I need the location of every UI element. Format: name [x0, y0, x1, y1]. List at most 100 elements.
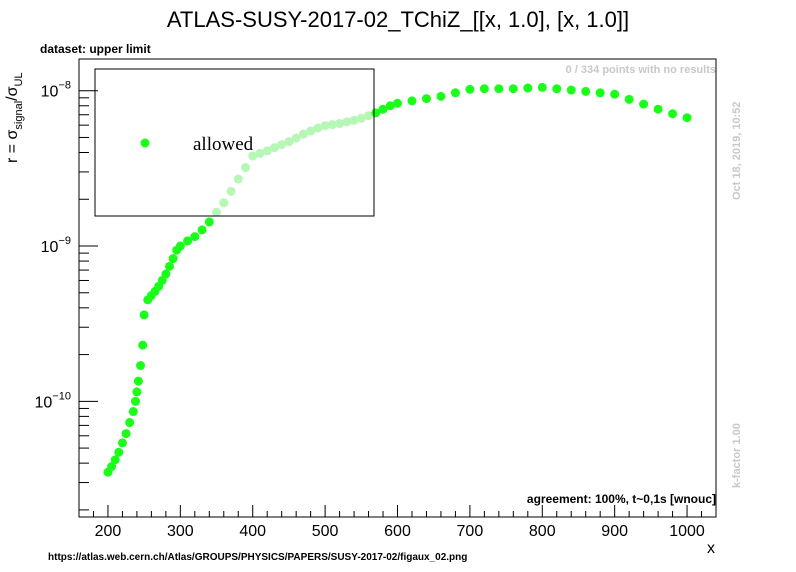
- data-point: [682, 113, 692, 123]
- legend-box: [94, 68, 375, 217]
- x-tick-label: 900: [601, 523, 628, 540]
- x-tick-label: 700: [457, 523, 484, 540]
- data-point: [342, 117, 352, 127]
- x-tick-label: 200: [95, 523, 122, 540]
- x-tick-label: 600: [384, 523, 411, 540]
- data-point: [262, 146, 272, 156]
- timestamp: Oct 18, 2019, 10:52: [731, 102, 743, 200]
- data-point: [107, 462, 117, 472]
- data-point: [364, 111, 374, 121]
- y-tick-base: 10: [41, 84, 59, 101]
- data-point: [114, 447, 124, 457]
- data-point: [436, 91, 446, 101]
- data-point: [393, 98, 402, 108]
- x-tick-label: 800: [529, 523, 556, 540]
- data-point: [233, 174, 243, 184]
- y-tick-label: 10−10: [35, 390, 71, 411]
- y-axis-label-slash: /σ: [4, 86, 21, 100]
- data-point: [465, 84, 475, 94]
- x-tick-label: 500: [312, 523, 339, 540]
- data-point: [320, 121, 330, 131]
- data-point: [450, 88, 460, 98]
- y-tick-exponent: −9: [58, 235, 71, 247]
- y-tick-label: 10−9: [41, 235, 71, 256]
- data-point: [378, 104, 388, 114]
- agreement-text: agreement: 100%, t~0,1s [wnouc]: [527, 492, 716, 506]
- k-factor: k-factor 1.00: [731, 423, 743, 488]
- data-point: [523, 83, 533, 93]
- data-point: [356, 113, 366, 123]
- data-point: [610, 89, 620, 99]
- legend: allowed: [94, 68, 375, 217]
- data-point: [566, 85, 576, 95]
- data-point: [190, 232, 200, 242]
- data-point: [479, 84, 489, 94]
- data-point: [385, 101, 395, 111]
- data-point: [335, 118, 345, 128]
- x-axis-label: x: [707, 540, 715, 557]
- legend-label-allowed: allowed: [193, 134, 254, 155]
- data-point: [508, 84, 518, 94]
- data-point: [327, 120, 337, 130]
- y-tick-exponent: −8: [58, 80, 71, 92]
- data-point: [494, 84, 504, 94]
- data-point: [128, 407, 138, 417]
- data-point: [298, 129, 308, 139]
- data-point: [117, 438, 127, 448]
- data-point: [653, 104, 663, 114]
- series-allowed: [103, 82, 692, 477]
- data-point: [537, 82, 547, 92]
- y-axis-label-main: r = σ: [4, 129, 21, 163]
- data-point: [138, 340, 148, 350]
- data-point: [168, 254, 178, 264]
- data-point: [183, 236, 193, 246]
- y-tick-labels: 10−810−910−10: [35, 80, 71, 412]
- data-point: [136, 361, 146, 371]
- y-axis-label: r = σsignal/σUL: [4, 72, 25, 163]
- data-point: [255, 148, 265, 158]
- chart-title: ATLAS-SUSY-2017-02_TChiZ_[[x, 1.0], [x, …: [167, 7, 629, 32]
- y-tick-base: 10: [41, 239, 59, 256]
- x-tick-label: 400: [239, 523, 266, 540]
- no-results-note: 0 / 334 points with no results: [566, 64, 716, 76]
- data-point: [110, 455, 120, 465]
- y-tick-exponent: −10: [52, 390, 71, 402]
- data-point: [313, 123, 323, 133]
- data-point: [552, 84, 562, 94]
- data-point: [219, 198, 229, 208]
- axis-ticks: [78, 90, 717, 517]
- y-axis-label-sub-ul: UL: [13, 72, 25, 86]
- data-point: [133, 376, 143, 386]
- data-point: [197, 225, 207, 235]
- data-point: [130, 396, 140, 406]
- data-point: [161, 269, 171, 279]
- x-tick-label: 1000: [669, 523, 705, 540]
- x-tick-labels: 200 300 400 500 600 700 800 900 1000: [95, 523, 705, 540]
- y-tick-base: 10: [35, 394, 53, 411]
- data-point: [421, 94, 431, 104]
- data-point: [639, 99, 649, 109]
- data-point: [595, 88, 605, 98]
- data-point: [407, 96, 417, 106]
- data-point: [226, 186, 236, 196]
- data-point: [175, 241, 185, 251]
- y-axis-label-sub-signal: signal: [13, 101, 25, 130]
- data-point: [240, 163, 250, 173]
- data-point: [284, 137, 294, 147]
- data-point: [624, 94, 634, 104]
- data-point: [306, 126, 316, 136]
- data-point: [139, 310, 149, 320]
- data-point: [212, 207, 222, 217]
- x-tick-label: 300: [167, 523, 194, 540]
- dataset-label: dataset: upper limit: [40, 42, 151, 56]
- data-point: [277, 140, 287, 150]
- data-point: [668, 109, 678, 119]
- data-point: [204, 217, 214, 227]
- data-point: [269, 143, 279, 153]
- data-point: [125, 418, 135, 428]
- y-tick-label: 10−8: [41, 80, 71, 101]
- data-point: [132, 387, 142, 397]
- legend-marker-allowed: [140, 138, 150, 148]
- data-point: [121, 429, 131, 439]
